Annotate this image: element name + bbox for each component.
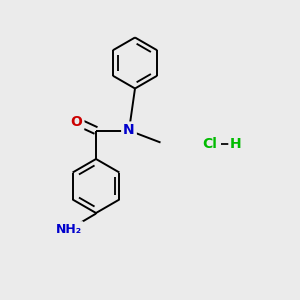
Text: H: H (230, 137, 241, 151)
Text: NH₂: NH₂ (56, 223, 82, 236)
Text: Cl: Cl (202, 137, 217, 151)
Text: O: O (70, 115, 83, 128)
Text: N: N (123, 124, 135, 137)
